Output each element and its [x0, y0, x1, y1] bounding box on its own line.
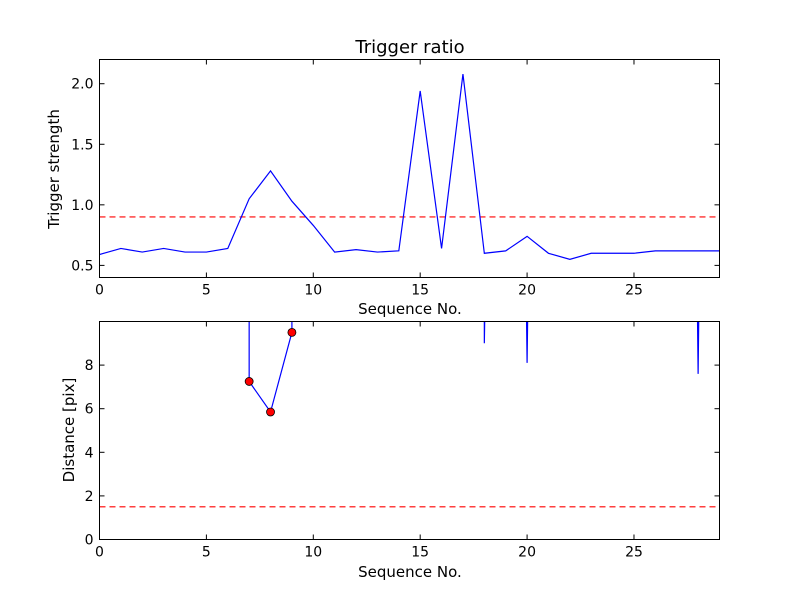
y-axis-label: Trigger strength: [45, 109, 63, 230]
x-tick-label: 10: [304, 283, 322, 299]
x-tick-label: 0: [95, 283, 104, 299]
series-line: [483, 321, 486, 344]
y-tick-label: 2.0: [71, 77, 93, 93]
x-tick-label: 5: [202, 283, 211, 299]
distance-panel: Sequence No. Distance [pix] 0 5 10 15 20 25 0 2…: [60, 321, 720, 581]
y-tick-label: 0.5: [71, 258, 93, 274]
series-line: [525, 321, 529, 363]
x-axis-label: Sequence No.: [358, 300, 462, 318]
series-line: [99, 73, 720, 260]
series-line: [248, 321, 293, 414]
trigger-ratio-panel: Trigger ratio Sequence No. Trigger stren…: [45, 37, 720, 318]
x-tick-label: 20: [518, 283, 536, 299]
x-tick-label: 0: [95, 545, 104, 561]
data-point: [244, 377, 254, 386]
y-tick-label: 4: [85, 445, 94, 461]
y-tick-label: 2: [85, 489, 94, 505]
y-tick-label: 8: [85, 358, 94, 374]
x-tick-label: 25: [625, 283, 643, 299]
x-axis-label: Sequence No.: [358, 563, 462, 581]
y-tick-label: 6: [85, 402, 94, 418]
x-tick-label: 15: [411, 283, 429, 299]
data-point: [266, 407, 275, 417]
x-tick-label: 25: [625, 545, 643, 561]
x-tick-label: 5: [202, 545, 211, 561]
y-tick-label: 1.0: [71, 198, 93, 214]
plot-frame: [99, 59, 720, 278]
y-tick-label: 1.5: [71, 137, 93, 153]
y-axis-label: Distance [pix]: [60, 378, 78, 483]
x-tick-label: 15: [411, 545, 429, 561]
series-line: [696, 321, 700, 374]
chart-title: Trigger ratio: [354, 37, 464, 58]
data-point: [287, 327, 297, 337]
x-tick-label: 20: [518, 545, 536, 561]
plot-frame: [99, 321, 720, 540]
x-tick-label: 10: [304, 545, 322, 561]
y-tick-label: 0: [85, 533, 94, 549]
